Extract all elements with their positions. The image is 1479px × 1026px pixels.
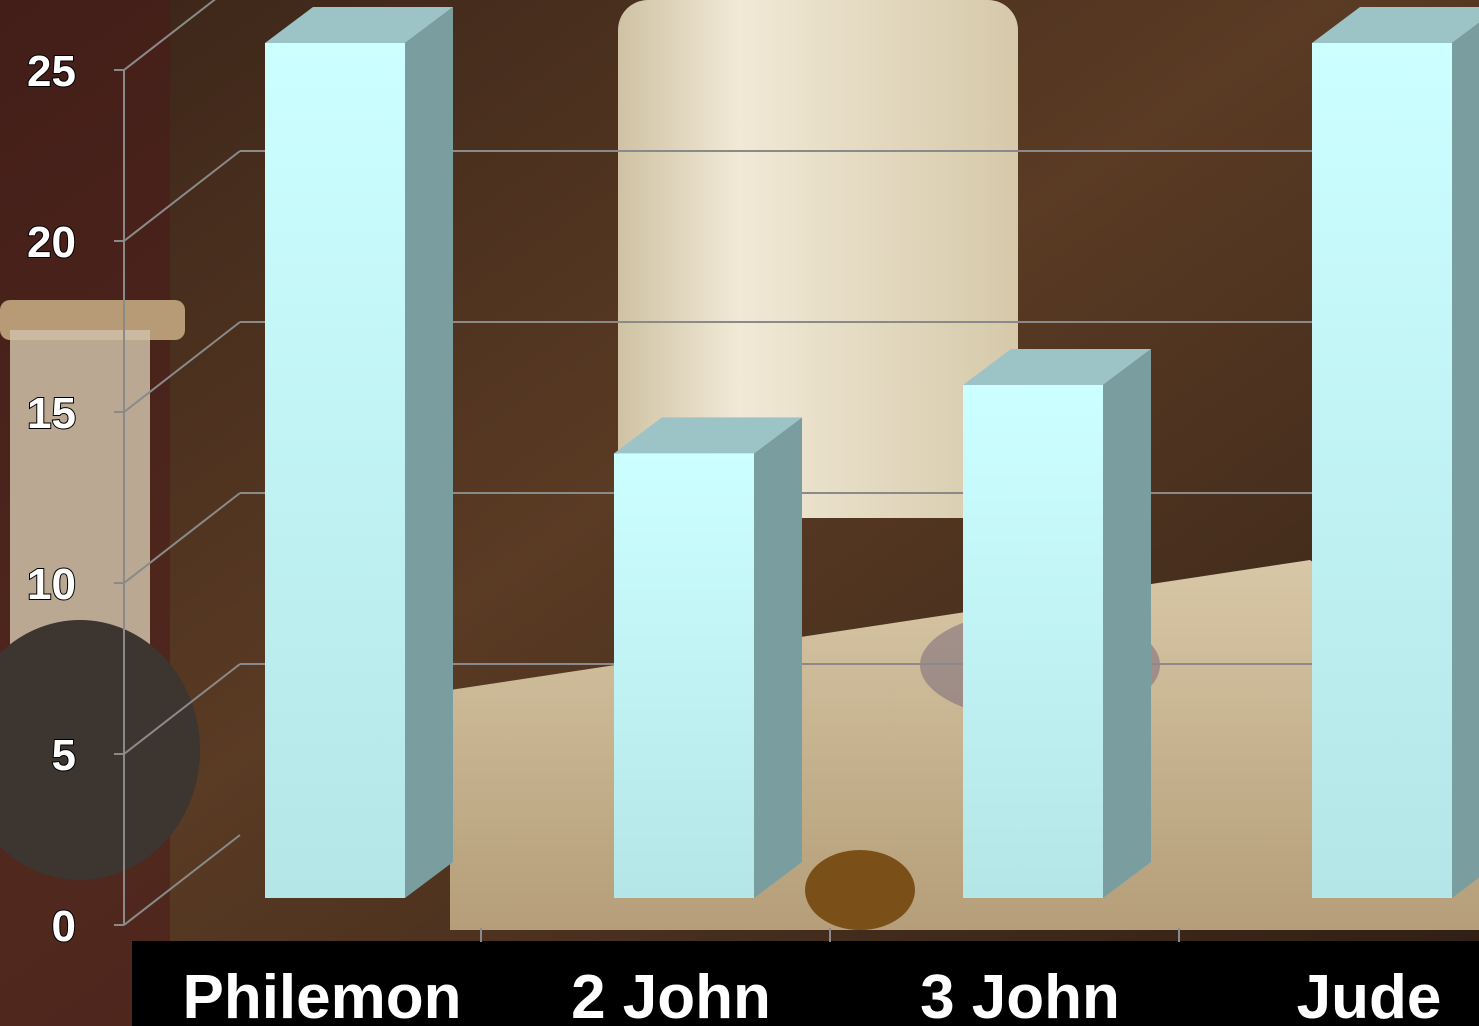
y-tick-label: 5 (52, 731, 76, 780)
x-tick-label: Philemon (182, 963, 461, 1026)
bar-top (614, 417, 802, 454)
bar (963, 349, 1151, 898)
bar-front (614, 453, 754, 898)
y-tick-label: 10 (27, 560, 76, 609)
x-axis-labels: Philemon 2 John 3 John Jude (182, 928, 1441, 1026)
gridline-diagonal (123, 150, 241, 242)
gridline-diagonal (123, 492, 241, 584)
bar-side (1452, 22, 1479, 898)
bar-side (1103, 349, 1151, 898)
bar-top (963, 349, 1151, 385)
bar (265, 7, 453, 898)
bar-top (265, 7, 453, 43)
y-tick-label: 0 (52, 902, 76, 951)
bar-side (405, 7, 453, 898)
x-tick-label: 3 John (920, 963, 1120, 1026)
floor-edge (123, 834, 241, 926)
bar-front (1312, 43, 1452, 898)
y-tick-label: 20 (27, 218, 76, 267)
bar (614, 417, 802, 898)
bar-top (1312, 7, 1479, 43)
bar-front (265, 43, 405, 898)
y-tick-label: 15 (27, 389, 76, 438)
y-axis: 0 5 10 15 20 25 (26, 46, 125, 952)
bar-front (963, 385, 1103, 898)
gridline-diagonal (123, 663, 241, 755)
gridline-diagonal (123, 0, 216, 71)
y-tick-label: 25 (27, 47, 76, 96)
x-tick-label: Jude (1297, 963, 1442, 1026)
x-tick-label: 2 John (571, 963, 771, 1026)
bar-side (754, 417, 802, 898)
chart-bars (265, 7, 1479, 898)
bar (1312, 7, 1479, 898)
category-label-band (132, 941, 1479, 1026)
gridline-diagonal (123, 321, 241, 413)
